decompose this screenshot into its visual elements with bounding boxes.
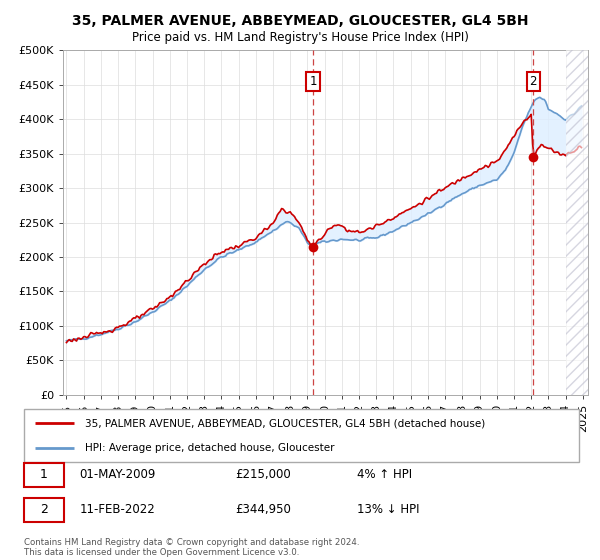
Text: 4% ↑ HPI: 4% ↑ HPI — [357, 468, 412, 481]
Text: Contains HM Land Registry data © Crown copyright and database right 2024.
This d: Contains HM Land Registry data © Crown c… — [24, 538, 359, 557]
Text: 1: 1 — [40, 468, 48, 481]
Text: 11-FEB-2022: 11-FEB-2022 — [79, 503, 155, 516]
Text: HPI: Average price, detached house, Gloucester: HPI: Average price, detached house, Glou… — [85, 442, 335, 452]
Text: 01-MAY-2009: 01-MAY-2009 — [79, 468, 156, 481]
Text: £344,950: £344,950 — [235, 503, 291, 516]
Text: 35, PALMER AVENUE, ABBEYMEAD, GLOUCESTER, GL4 5BH: 35, PALMER AVENUE, ABBEYMEAD, GLOUCESTER… — [72, 14, 528, 28]
Text: 35, PALMER AVENUE, ABBEYMEAD, GLOUCESTER, GL4 5BH (detached house): 35, PALMER AVENUE, ABBEYMEAD, GLOUCESTER… — [85, 418, 485, 428]
Text: 2: 2 — [530, 75, 537, 88]
FancyBboxPatch shape — [24, 498, 64, 521]
Text: 1: 1 — [310, 75, 317, 88]
FancyBboxPatch shape — [24, 463, 64, 487]
Text: 13% ↓ HPI: 13% ↓ HPI — [357, 503, 419, 516]
Text: £215,000: £215,000 — [235, 468, 290, 481]
Bar — [566, 50, 588, 395]
Text: Price paid vs. HM Land Registry's House Price Index (HPI): Price paid vs. HM Land Registry's House … — [131, 31, 469, 44]
Text: 2: 2 — [40, 503, 48, 516]
